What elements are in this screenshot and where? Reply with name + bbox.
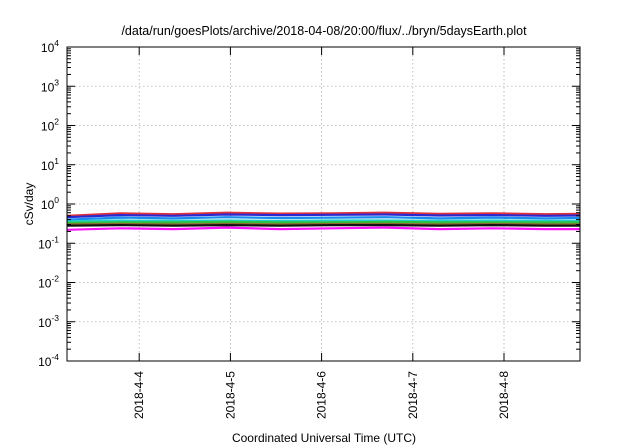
x-tick-label: 2018-4-4 [132,371,146,419]
y-axis-label: cSv/day [22,183,36,226]
y-tick-base: 10 [41,41,55,55]
series-line [66,226,580,231]
y-tick-exponent: 3 [54,77,59,87]
series-line [66,224,580,227]
x-tick-label: 2018-4-7 [406,371,420,419]
y-tick-base: 10 [41,159,55,173]
y-tick-exponent: 1 [54,156,59,166]
y-tick-label: 103 [41,77,59,94]
y-tick-label: 10-3 [38,313,59,330]
series-group [66,211,581,231]
y-tick-exponent: 4 [54,38,59,48]
y-tick-label: 104 [41,38,59,55]
series-line [66,222,580,226]
y-tick-base: 10 [41,198,55,212]
y-tick-exponent: 0 [54,195,59,205]
chart-title: /data/run/goesPlots/archive/2018-04-08/2… [121,24,527,38]
y-tick-exponent: -1 [51,234,59,244]
x-tick-label: 2018-4-8 [497,371,511,419]
x-tick-label: 2018-4-6 [315,371,329,419]
y-tick-base: 10 [38,237,52,251]
y-tick-exponent: -4 [51,352,59,362]
grid [67,47,580,361]
series-line [66,216,581,221]
ticks [67,46,580,362]
series-line [66,220,580,224]
y-tick-exponent: -3 [51,313,59,323]
y-tick-base: 10 [38,355,52,369]
y-tick-label: 100 [41,195,59,212]
y-tick-base: 10 [41,80,55,94]
y-tick-label: 10-1 [38,234,59,251]
series-line [66,213,581,219]
y-tick-label: 10-4 [38,352,59,369]
series-line [66,211,581,217]
y-tick-base: 10 [38,316,52,330]
series-line [66,219,580,223]
y-tick-label: 102 [41,117,59,134]
y-tick-exponent: 2 [54,117,59,127]
x-tick-labels: 2018-4-4 2018-4-5 2018-4-6 2018-4-7 2018-4-8 [132,371,511,419]
y-tick-exponent: -2 [51,274,59,284]
x-axis-label: Coordinated Universal Time (UTC) [232,431,416,445]
y-tick-label: 101 [41,156,59,173]
x-tick-label: 2018-4-5 [223,371,237,419]
y-tick-label: 10-2 [38,274,59,291]
y-tick-base: 10 [41,120,55,134]
y-tick-base: 10 [38,277,52,291]
